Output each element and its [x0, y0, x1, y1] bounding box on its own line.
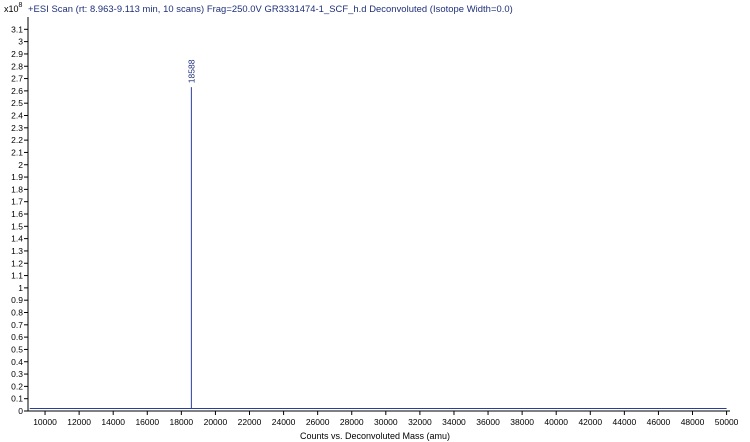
y-tick-label: 2.5: [11, 98, 23, 108]
x-tick-label: 24000: [272, 417, 296, 427]
x-tick-label: 30000: [374, 417, 398, 427]
y-tick-label: 1: [18, 283, 23, 293]
y-tick-label: 1.1: [11, 271, 23, 281]
y-tick-label: 3: [18, 37, 23, 47]
y-tick-label: 2.1: [11, 147, 23, 157]
y-tick-label: 2.9: [11, 49, 23, 59]
y-tick-label: 0.6: [11, 332, 23, 342]
y-tick-label: 2.4: [11, 111, 23, 121]
y-tick-label: 2.3: [11, 123, 23, 133]
x-tick-label: 38000: [510, 417, 534, 427]
x-tick-label: 50000: [715, 417, 739, 427]
y-tick-label: 0.3: [11, 369, 23, 379]
y-tick-label: 0.7: [11, 320, 23, 330]
y-multiplier-exponent: 8: [18, 2, 23, 9]
y-multiplier-base: x10: [4, 4, 19, 14]
y-tick-label: 1.9: [11, 172, 23, 182]
x-tick-label: 10000: [33, 417, 57, 427]
y-tick-label: 0.5: [11, 344, 23, 354]
x-tick-label: 40000: [544, 417, 568, 427]
x-axis-title: Counts vs. Deconvoluted Mass (amu): [299, 431, 451, 441]
x-tick-label: 46000: [647, 417, 671, 427]
x-tick-label: 26000: [306, 417, 330, 427]
peak-label: 18588: [186, 59, 196, 83]
y-tick-label: 0.8: [11, 308, 23, 318]
y-tick-label: 0.9: [11, 295, 23, 305]
y-tick-label: 2.7: [11, 74, 23, 84]
x-tick-label: 36000: [476, 417, 500, 427]
x-tick-label: 16000: [135, 417, 159, 427]
y-tick-label: 3.1: [11, 24, 23, 34]
y-tick-label: 1.4: [11, 234, 23, 244]
y-tick-label: 2.8: [11, 61, 23, 71]
y-axis-multiplier: x108: [4, 2, 23, 14]
y-tick-label: 2.6: [11, 86, 23, 96]
y-tick-label: 1.2: [11, 258, 23, 268]
y-tick-label: 0.2: [11, 381, 23, 391]
x-tick-label: 42000: [578, 417, 602, 427]
x-tick-label: 44000: [613, 417, 637, 427]
y-tick-label: 1.3: [11, 246, 23, 256]
y-tick-label: 2.2: [11, 135, 23, 145]
y-tick-label: 0.4: [11, 357, 23, 367]
x-tick-label: 14000: [101, 417, 125, 427]
y-tick-label: 2: [18, 160, 23, 170]
x-tick-label: 48000: [681, 417, 705, 427]
x-tick-label: 12000: [67, 417, 91, 427]
x-tick-label: 34000: [442, 417, 466, 427]
y-tick-label: 1.7: [11, 197, 23, 207]
x-tick-label: 22000: [238, 417, 262, 427]
x-tick-label: 32000: [408, 417, 432, 427]
y-tick-label: 1.6: [11, 209, 23, 219]
y-tick-label: 1.8: [11, 184, 23, 194]
y-tick-label: 0.1: [11, 394, 23, 404]
x-tick-label: 20000: [204, 417, 228, 427]
chart-title: +ESI Scan (rt: 8.963-9.113 min, 10 scans…: [28, 3, 513, 14]
y-tick-label: 1.5: [11, 221, 23, 231]
x-tick-label: 28000: [340, 417, 364, 427]
y-tick-label: 0: [18, 406, 23, 416]
x-tick-label: 18000: [170, 417, 194, 427]
